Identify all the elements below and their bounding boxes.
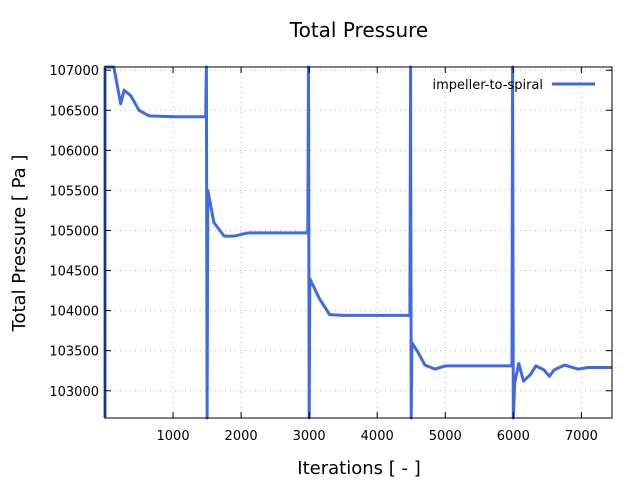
- y-tick-label: 106000: [49, 144, 99, 159]
- x-tick-label: 5000: [429, 429, 462, 444]
- y-tick-label: 104000: [49, 305, 99, 320]
- series-line-impeller-to-spiral: [103, 65, 612, 420]
- y-tick-label: 106500: [49, 104, 99, 119]
- x-tick-label: 7000: [565, 429, 598, 444]
- plot-frame: [104, 66, 613, 419]
- x-axis-label: Iterations [ - ]: [297, 458, 420, 479]
- y-tick-label: 104500: [49, 265, 99, 280]
- series-lines: [103, 65, 612, 420]
- chart-title: Total Pressure: [289, 18, 428, 42]
- x-tick-label: 6000: [497, 429, 530, 444]
- legend-label: impeller-to-spiral: [433, 78, 544, 93]
- y-tick-label: 105500: [49, 184, 99, 199]
- x-tick-label: 4000: [361, 429, 394, 444]
- y-tick-label: 103000: [49, 385, 99, 400]
- x-tick-label: 1000: [157, 429, 190, 444]
- x-tick-label: 2000: [225, 429, 258, 444]
- y-tick-label: 103500: [49, 345, 99, 360]
- legend: impeller-to-spiral: [433, 78, 595, 93]
- x-tick-label: 3000: [293, 429, 326, 444]
- y-tick-label: 105000: [49, 224, 99, 239]
- y-tick-label: 107000: [49, 64, 99, 79]
- ticks: 1000 2000 3000 4000 5000 6000 7000 103000 103500…: [49, 64, 612, 444]
- y-axis-label: Total Pressure [ Pa ]: [9, 155, 30, 333]
